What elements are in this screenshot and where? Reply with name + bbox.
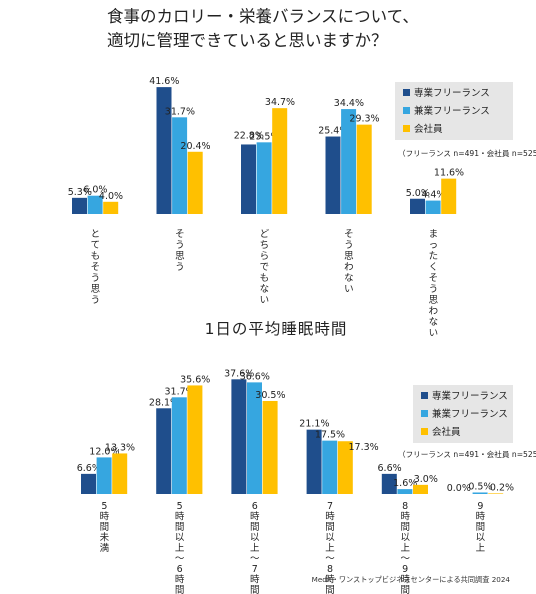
bar-5-3 <box>413 484 428 494</box>
data-label-6-1: 0.0% <box>447 483 471 494</box>
legend-swatch-1 <box>403 89 410 96</box>
data-label-3-3: 34.7% <box>265 97 295 108</box>
bar-3-1 <box>241 144 256 214</box>
data-label-6-3: 0.2% <box>490 482 514 493</box>
data-label-4-2: 34.4% <box>334 98 364 109</box>
bar-3-2 <box>256 142 272 214</box>
bar-2-3 <box>187 385 203 494</box>
legend-entry-1: 専業フリーランス <box>432 390 508 402</box>
category-label-1: 5 時間未満 <box>100 501 110 554</box>
category-label-6: 9 時間以上 <box>476 501 486 554</box>
bar-2-3 <box>187 151 203 214</box>
chart-sleep-hours: 1日の平均睡眠時間 6.6% 12.0%13.3% 5 時間未満 28.1%31.7%35… <box>77 320 536 594</box>
data-label-4-1: 21.1% <box>299 419 329 430</box>
data-label-1-1: 6.6% <box>77 463 101 474</box>
legend-swatch-1 <box>421 392 428 399</box>
bar-1-1 <box>81 473 96 494</box>
bar-4-3 <box>356 124 372 214</box>
legend-entry-1: 専業フリーランス <box>414 87 490 99</box>
data-label-4-2: 17.5% <box>315 430 345 441</box>
data-label-1-2: 12.0% <box>89 446 119 457</box>
bar-5-3 <box>441 178 457 214</box>
source-credit: Medit・ワンストップビジネスセンターによる共同調査 2024 <box>312 575 511 584</box>
chart-diet-management: 食事のカロリー・栄養バランスについて、適切に管理できていると思いますか？ 5.3%… <box>68 7 536 339</box>
data-label-6-2: 0.5% <box>468 481 492 492</box>
bar-1-2 <box>96 457 112 494</box>
bar-2-1 <box>156 408 172 494</box>
category-label-4: そう思わない <box>344 229 354 295</box>
legend-swatch-2 <box>421 410 428 417</box>
bar-1-2 <box>87 195 103 214</box>
data-label-1-2: 6.0% <box>83 185 107 196</box>
bar-4-3 <box>337 441 353 494</box>
bar-3-3 <box>272 108 288 214</box>
bar-1-1 <box>72 197 87 214</box>
data-label-4-1: 25.4% <box>318 126 348 137</box>
data-label-3-2: 23.5% <box>249 131 279 142</box>
legend-entry-3: 会社員 <box>432 426 461 438</box>
data-label-5-1: 6.6% <box>378 463 402 474</box>
bar-3-1 <box>231 379 247 494</box>
data-label-2-2: 31.7% <box>165 106 195 117</box>
data-label-5-2: 4.4% <box>421 190 445 201</box>
bar-1-3 <box>103 201 119 214</box>
data-label-2-1: 28.1% <box>149 397 179 408</box>
bar-3-3 <box>262 400 278 494</box>
bar-4-2 <box>322 440 338 494</box>
data-label-5-2: 1.6% <box>393 478 417 489</box>
data-label-2-2: 31.7% <box>165 386 195 397</box>
bar-4-2 <box>341 109 357 214</box>
data-label-5-1: 5.0% <box>406 188 430 199</box>
data-label-2-1: 41.6% <box>149 76 179 87</box>
data-label-3-1: 37.6% <box>224 368 254 379</box>
data-label-2-3: 35.6% <box>180 374 210 385</box>
data-label-1-3: 4.0% <box>99 191 123 202</box>
chart-title-line-1: 食事のカロリー・栄養バランスについて、 <box>107 7 419 26</box>
legend-swatch-3 <box>403 125 410 132</box>
data-label-1-1: 5.3% <box>68 187 92 198</box>
bar-5-1 <box>410 198 425 214</box>
bar-1-3 <box>112 453 128 494</box>
legend-swatch-2 <box>403 107 410 114</box>
bar-6-2 <box>472 492 488 494</box>
bar-4-1 <box>325 136 341 214</box>
legend-entry-2: 兼業フリーランス <box>414 105 490 117</box>
bar-3-2 <box>247 382 262 494</box>
bar-5-2 <box>397 489 413 494</box>
data-label-4-3: 29.3% <box>349 114 379 125</box>
data-label-2-3: 20.4% <box>180 141 210 152</box>
legend-entry-2: 兼業フリーランス <box>432 408 508 420</box>
bar-5-2 <box>425 200 441 214</box>
legend-entry-3: 会社員 <box>414 123 443 135</box>
chart-title: 1日の平均睡眠時間 <box>205 320 348 338</box>
bar-2-2 <box>171 397 187 494</box>
data-label-5-3: 11.6% <box>434 168 464 179</box>
legend-swatch-3 <box>421 428 428 435</box>
category-label-5: まったくそう思わない <box>429 229 439 339</box>
data-label-3-3: 30.5% <box>255 390 285 401</box>
sample-size-note: （フリーランス n=491・会社員 n=525） <box>398 449 536 459</box>
legend-box <box>395 82 513 140</box>
data-label-1-3: 13.3% <box>105 442 135 453</box>
chart-title-line-2: 適切に管理できていると思いますか？ <box>107 31 388 50</box>
sample-size-note: （フリーランス n=491・会社員 n=525） <box>398 148 536 158</box>
category-label-1: とてもそう思う <box>91 229 101 306</box>
data-label-3-2: 36.6% <box>240 371 270 382</box>
bar-4-1 <box>306 429 322 494</box>
bar-2-1 <box>156 87 172 214</box>
data-label-4-3: 17.3% <box>349 442 379 453</box>
legend-box <box>413 385 513 443</box>
bar-2-2 <box>172 117 188 214</box>
category-label-3: どちらでもない <box>260 229 270 306</box>
bar-5-1 <box>381 473 397 494</box>
data-label-5-3: 3.0% <box>414 474 438 485</box>
bar-6-3 <box>488 493 504 494</box>
data-label-3-1: 22.8% <box>234 130 264 141</box>
category-label-2: そう思う <box>175 229 185 273</box>
